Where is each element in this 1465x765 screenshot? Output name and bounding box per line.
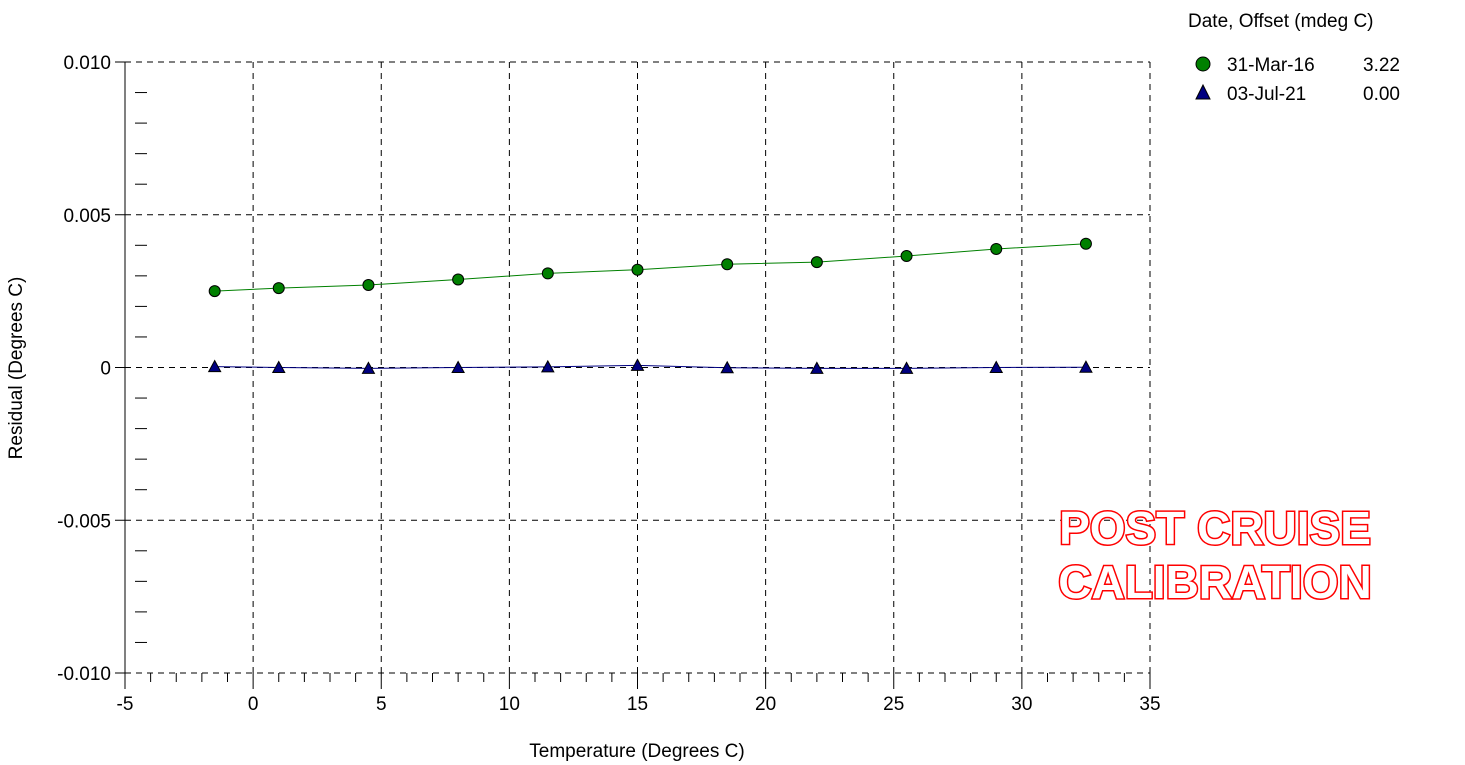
data-point (451, 360, 465, 373)
legend-marker (1195, 56, 1211, 72)
data-point (630, 358, 645, 371)
legend: Date, Offset (mdeg C) 31-Mar-16 3.22 03-Ju… (1188, 11, 1400, 105)
data-point (452, 273, 465, 286)
data-point (810, 256, 823, 269)
y-axis-title: Residual (Degrees C) (6, 277, 27, 460)
y-tick-label: 0.005 (63, 206, 111, 227)
x-tick-label: -5 (117, 694, 134, 715)
x-axis-title: Temperature (Degrees C) (529, 741, 744, 762)
data-point (540, 359, 555, 373)
y-tick-label: -0.010 (57, 664, 111, 685)
x-tick-label: 20 (755, 694, 776, 715)
data-point (631, 263, 644, 276)
data-point (721, 258, 734, 271)
data-point (810, 361, 824, 374)
x-tick-label: 5 (376, 694, 387, 715)
series-line (214, 364, 1086, 369)
y-tick-label: 0.010 (63, 53, 111, 74)
x-tick-label: 10 (499, 694, 520, 715)
data-point (362, 279, 375, 292)
axes: 0.010 0.005 0 -0.005 -0.010 -5 0 5 10 15 20 25 30 35 (57, 53, 1160, 715)
data-point (1079, 237, 1092, 250)
post-cruise-stamp: POST CRUISE CALIBRATION (1057, 501, 1373, 610)
data-point (990, 242, 1003, 255)
y-tick-label: 0 (100, 359, 111, 380)
legend-marker (1195, 83, 1211, 100)
series-line (214, 243, 1086, 292)
data-point (272, 282, 285, 295)
y-tick-label: -0.005 (57, 511, 111, 532)
data-point (989, 360, 1004, 373)
data-point (900, 249, 913, 262)
data-point (208, 285, 221, 298)
x-tick-label: 15 (627, 694, 648, 715)
data-point (541, 267, 554, 280)
data-series (207, 237, 1093, 374)
data-point (271, 360, 286, 373)
legend-series-name: 31-Mar-16 (1227, 55, 1315, 76)
legend-series-name: 03-Jul-21 (1227, 84, 1306, 105)
legend-series-offset: 0.00 (1363, 84, 1400, 105)
data-point (899, 361, 914, 374)
data-point (1079, 360, 1093, 373)
data-point (720, 360, 735, 374)
legend-title: Date, Offset (mdeg C) (1188, 11, 1374, 32)
data-point (361, 361, 376, 374)
stamp-line-2: CALIBRATION (1058, 556, 1371, 608)
x-tick-label: 35 (1139, 694, 1160, 715)
data-point (207, 359, 222, 373)
legend-series-offset: 3.22 (1363, 55, 1400, 76)
x-tick-label: 30 (1011, 694, 1032, 715)
x-tick-label: 25 (883, 694, 904, 715)
x-tick-label: 0 (248, 694, 259, 715)
stamp-line-1: POST CRUISE (1059, 502, 1371, 554)
